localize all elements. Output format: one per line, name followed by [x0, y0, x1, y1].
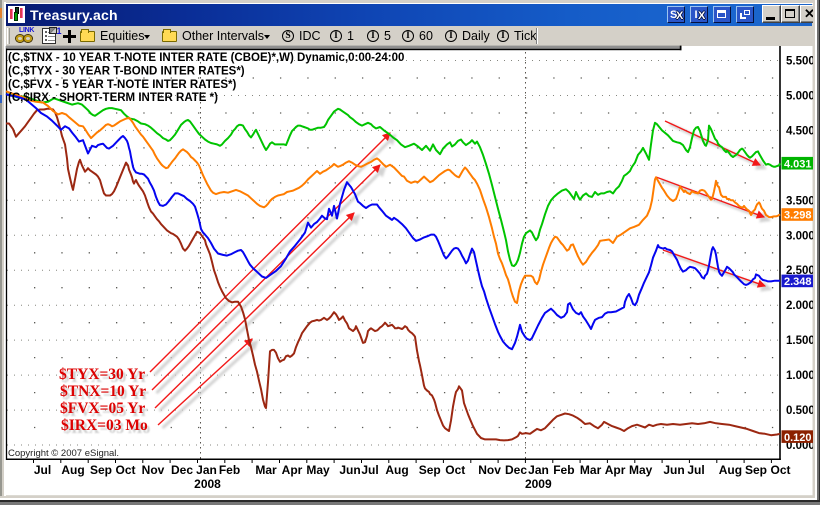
svg-text:2.000: 2.000: [786, 300, 815, 312]
svg-text:5.500: 5.500: [786, 56, 815, 68]
svg-text:Sep: Sep: [745, 463, 767, 477]
svg-text:2.500: 2.500: [786, 265, 815, 277]
svg-text:Mar: Mar: [580, 463, 602, 477]
svg-text:May: May: [306, 463, 330, 477]
svg-text:Feb: Feb: [219, 463, 240, 477]
svg-text:Apr: Apr: [605, 463, 626, 477]
svg-text:Sep: Sep: [90, 463, 112, 477]
svg-text:Dec: Dec: [171, 463, 193, 477]
svg-text:Jun: Jun: [339, 463, 360, 477]
svg-text:Dec: Dec: [505, 463, 527, 477]
svg-text:Oct: Oct: [115, 463, 135, 477]
svg-text:$TNX=10 Yr: $TNX=10 Yr: [63, 386, 149, 403]
svg-text:Jan: Jan: [528, 463, 549, 477]
svg-text:Jul: Jul: [361, 463, 378, 477]
svg-text:Aug: Aug: [385, 463, 408, 477]
svg-text:$IRX=03 Mo: $IRX=03 Mo: [61, 417, 148, 434]
svg-text:(C,$TYX - 30 YEAR T-BOND INTER: (C,$TYX - 30 YEAR T-BOND INTER RATES*): [8, 65, 245, 77]
svg-text:Oct: Oct: [770, 463, 790, 477]
svg-text:Apr: Apr: [282, 463, 303, 477]
svg-text:Aug: Aug: [719, 463, 742, 477]
svg-text:2009: 2009: [525, 477, 552, 491]
svg-text:Mar: Mar: [255, 463, 277, 477]
svg-text:(C,$TNX - 10 YEAR T-NOTE INTER: (C,$TNX - 10 YEAR T-NOTE INTER RATE (CBO…: [8, 52, 404, 64]
svg-text:0.000: 0.000: [786, 440, 815, 452]
svg-text:3.000: 3.000: [786, 230, 815, 242]
svg-text:2008: 2008: [194, 477, 221, 491]
svg-text:5.000: 5.000: [786, 91, 815, 103]
svg-text:(C,$FVX - 5 YEAR T-NOTE INTER: (C,$FVX - 5 YEAR T-NOTE INTER RATES*): [8, 79, 236, 91]
svg-text:1.500: 1.500: [786, 335, 815, 347]
svg-text:$IRX=03 Mo: $IRX=03 Mo: [64, 420, 151, 437]
svg-text:May: May: [629, 463, 653, 477]
svg-text:$TYX=30 Yr: $TYX=30 Yr: [59, 366, 145, 383]
svg-text:3.298: 3.298: [784, 210, 812, 222]
svg-text:Feb: Feb: [553, 463, 574, 477]
svg-text:Nov: Nov: [478, 463, 501, 477]
svg-text:$FVX=05 Yr: $FVX=05 Yr: [60, 400, 145, 417]
svg-text:$FVX=05 Yr: $FVX=05 Yr: [63, 403, 148, 420]
svg-text:2.348: 2.348: [784, 276, 812, 288]
svg-text:1.000: 1.000: [786, 370, 815, 382]
svg-text:0.500: 0.500: [786, 405, 815, 417]
svg-text:Copyright © 2007 eSignal.: Copyright © 2007 eSignal.: [8, 448, 119, 459]
svg-text:4.031: 4.031: [784, 158, 812, 170]
svg-text:Nov: Nov: [142, 463, 165, 477]
svg-text:Jan: Jan: [196, 463, 217, 477]
svg-text:(C,$IRX - SHORT-TERM INTER RAT: (C,$IRX - SHORT-TERM INTER RATE *): [8, 92, 218, 104]
svg-text:Aug: Aug: [61, 463, 84, 477]
svg-text:3.500: 3.500: [786, 195, 815, 207]
svg-text:Sep: Sep: [419, 463, 441, 477]
svg-text:Jul: Jul: [687, 463, 704, 477]
svg-text:Oct: Oct: [445, 463, 465, 477]
svg-text:$TNX=10 Yr: $TNX=10 Yr: [60, 383, 146, 400]
svg-text:Jul: Jul: [34, 463, 51, 477]
svg-text:Jun: Jun: [663, 463, 684, 477]
svg-text:4.500: 4.500: [786, 125, 815, 137]
svg-text:$TYX=30 Yr: $TYX=30 Yr: [62, 369, 148, 386]
svg-text:0.120: 0.120: [784, 432, 812, 444]
